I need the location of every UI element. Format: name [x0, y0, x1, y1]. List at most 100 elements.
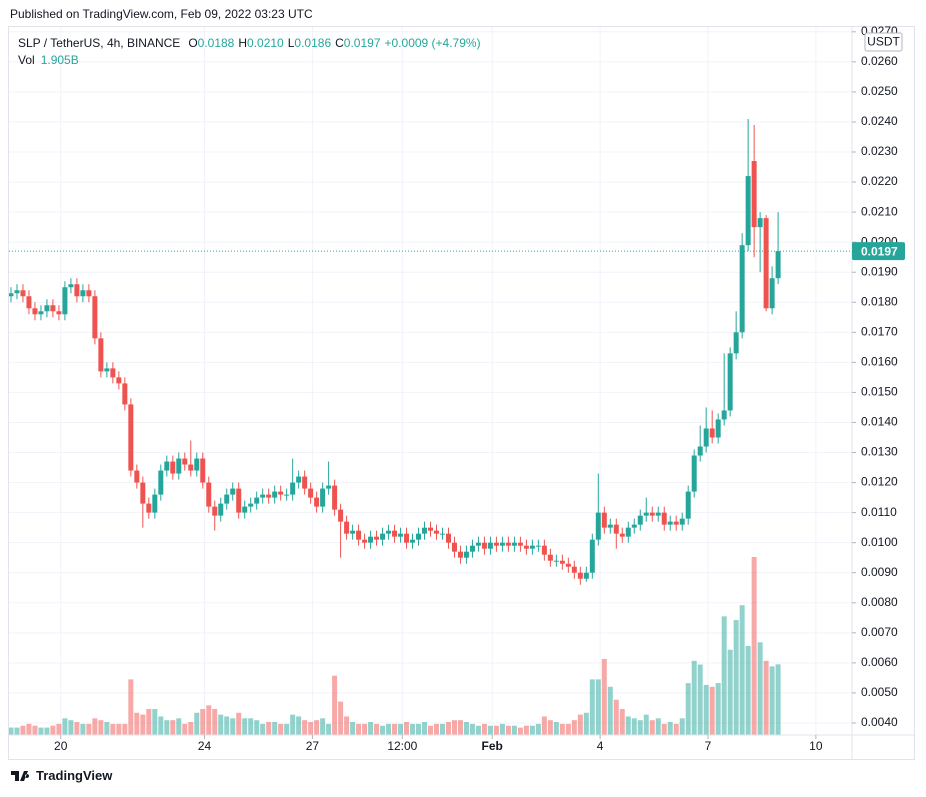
footer: TradingView: [10, 768, 112, 783]
candle-body: [769, 278, 775, 309]
volume-bar: [362, 723, 368, 735]
candle-body: [751, 161, 757, 228]
candle-body: [296, 476, 302, 483]
volume-bar: [44, 727, 50, 735]
volume-bar: [254, 720, 260, 735]
y-tick-label: 0.0160: [861, 355, 898, 369]
candle-body: [200, 458, 206, 483]
candle-body: [290, 482, 296, 495]
volume-bar: [643, 714, 649, 735]
y-tick-label: 0.0150: [861, 385, 898, 399]
volume-bar: [290, 714, 296, 735]
candle-body: [571, 566, 577, 573]
candle-body: [721, 410, 727, 420]
candle-body: [739, 245, 745, 333]
volume-bar: [20, 725, 26, 735]
candle-body: [481, 542, 487, 549]
volume-bar: [637, 720, 643, 735]
candle-body: [529, 545, 535, 549]
candle-body: [182, 458, 188, 465]
candle-body: [404, 533, 410, 543]
candle-body: [655, 512, 661, 516]
volume-bar: [559, 723, 565, 735]
volume-bar: [266, 722, 272, 735]
candle-body: [152, 494, 158, 513]
volume-bar: [230, 718, 236, 735]
volume-label: Vol: [18, 53, 35, 67]
candle-body: [517, 542, 523, 546]
candle-body: [326, 485, 332, 489]
candle-body: [505, 542, 511, 546]
candle-body: [194, 458, 200, 471]
volume-bar: [242, 718, 248, 735]
candle-body: [338, 509, 344, 522]
volume-bar: [571, 720, 577, 735]
candle-body: [469, 545, 475, 552]
candle-body: [86, 290, 92, 297]
volume-bar: [493, 725, 499, 735]
volume-bar: [314, 720, 320, 735]
candle-body: [218, 503, 224, 516]
x-tick-label: Feb: [482, 739, 503, 753]
volume-bar: [511, 725, 517, 735]
volume-bar: [451, 720, 457, 735]
candle-body: [499, 542, 505, 546]
volume-bar: [272, 722, 278, 735]
candle-body: [637, 515, 643, 525]
volume-bar: [56, 723, 62, 735]
ohlc-label: O: [188, 36, 198, 50]
candle-body: [38, 311, 44, 315]
candle-body: [242, 506, 248, 513]
candle-body: [260, 494, 266, 498]
candle-body: [110, 368, 116, 378]
volume-bar: [745, 646, 751, 735]
candle-body: [673, 521, 679, 525]
candle-body: [691, 455, 697, 492]
volume-bar: [769, 666, 775, 735]
volume-bar: [523, 725, 529, 735]
volume-bar: [565, 723, 571, 735]
volume-bar: [655, 718, 661, 735]
volume-bar: [308, 722, 314, 735]
y-tick-label: 0.0250: [861, 84, 898, 98]
x-tick-label: 20: [54, 739, 68, 753]
x-tick-label: 4: [597, 739, 604, 753]
candle-body: [164, 461, 170, 471]
volume-bar: [457, 720, 463, 735]
volume-bar: [92, 718, 98, 735]
y-tick-label: 0.0050: [861, 685, 898, 699]
volume-bar: [380, 725, 386, 735]
volume-bar: [26, 723, 32, 735]
candle-body: [559, 560, 565, 564]
candle-body: [410, 539, 416, 543]
volume-bar: [691, 660, 697, 735]
volume-bar: [703, 684, 709, 735]
volume-bar: [350, 722, 356, 735]
volume-bar: [128, 679, 134, 735]
volume-bar: [332, 675, 338, 735]
candle-body: [128, 404, 134, 471]
volume-bar: [667, 722, 673, 735]
volume-bar: [763, 660, 769, 735]
candle-body: [386, 530, 392, 534]
x-tick-label: 12:00: [387, 739, 417, 753]
volume-bar: [302, 720, 308, 735]
candle-body: [727, 353, 733, 411]
candle-body: [134, 470, 140, 483]
candle-body: [619, 533, 625, 537]
volume-bar: [625, 716, 631, 735]
volume-bar: [260, 723, 266, 735]
candle-body: [188, 464, 194, 471]
candle-body: [26, 296, 32, 309]
candle-body: [757, 218, 763, 228]
volume-bar: [68, 720, 74, 735]
volume-bar: [439, 723, 445, 735]
candle-body: [374, 536, 380, 540]
volume-bar: [727, 649, 733, 735]
volume-bar: [595, 679, 601, 735]
volume-bar: [445, 722, 451, 735]
candle-body: [98, 338, 104, 372]
volume-bar: [679, 718, 685, 735]
y-tick-label: 0.0110: [861, 505, 897, 519]
